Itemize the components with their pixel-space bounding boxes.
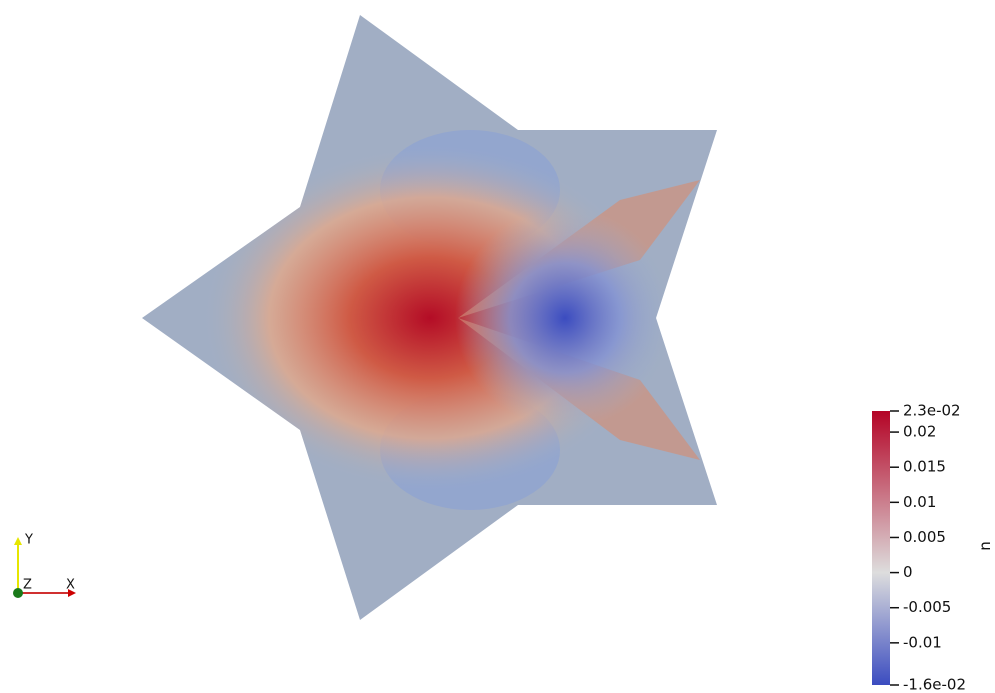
- triad-x-label: X: [66, 578, 75, 593]
- colorbar-tick-label: 0.02: [903, 423, 936, 441]
- colorbar-tick-label: 0.015: [903, 458, 946, 476]
- colorbar-tick-label: 0.01: [903, 493, 936, 511]
- orientation-triad: Y Z X: [13, 533, 76, 598]
- triad-z-label: Z: [23, 578, 32, 593]
- colorbar: [872, 411, 890, 685]
- colorbar-tick-label: 0.005: [903, 528, 946, 546]
- colorbar-tick-label: -1.6e-02: [903, 676, 966, 693]
- color-legend: u 2.3e-02 0.02 0.015 0.01 0.005 0 -0.005 -0.01 -…: [872, 402, 995, 693]
- star-mesh: [142, 15, 717, 620]
- triad-y-label: Y: [24, 533, 33, 548]
- colorbar-tick-label: 2.3e-02: [903, 402, 961, 420]
- colorbar-title: u: [978, 541, 995, 551]
- colorbar-tick-label: -0.005: [903, 598, 951, 616]
- colorbar-tick-label: 0: [903, 563, 913, 581]
- colorbar-tick-label: -0.01: [903, 633, 942, 651]
